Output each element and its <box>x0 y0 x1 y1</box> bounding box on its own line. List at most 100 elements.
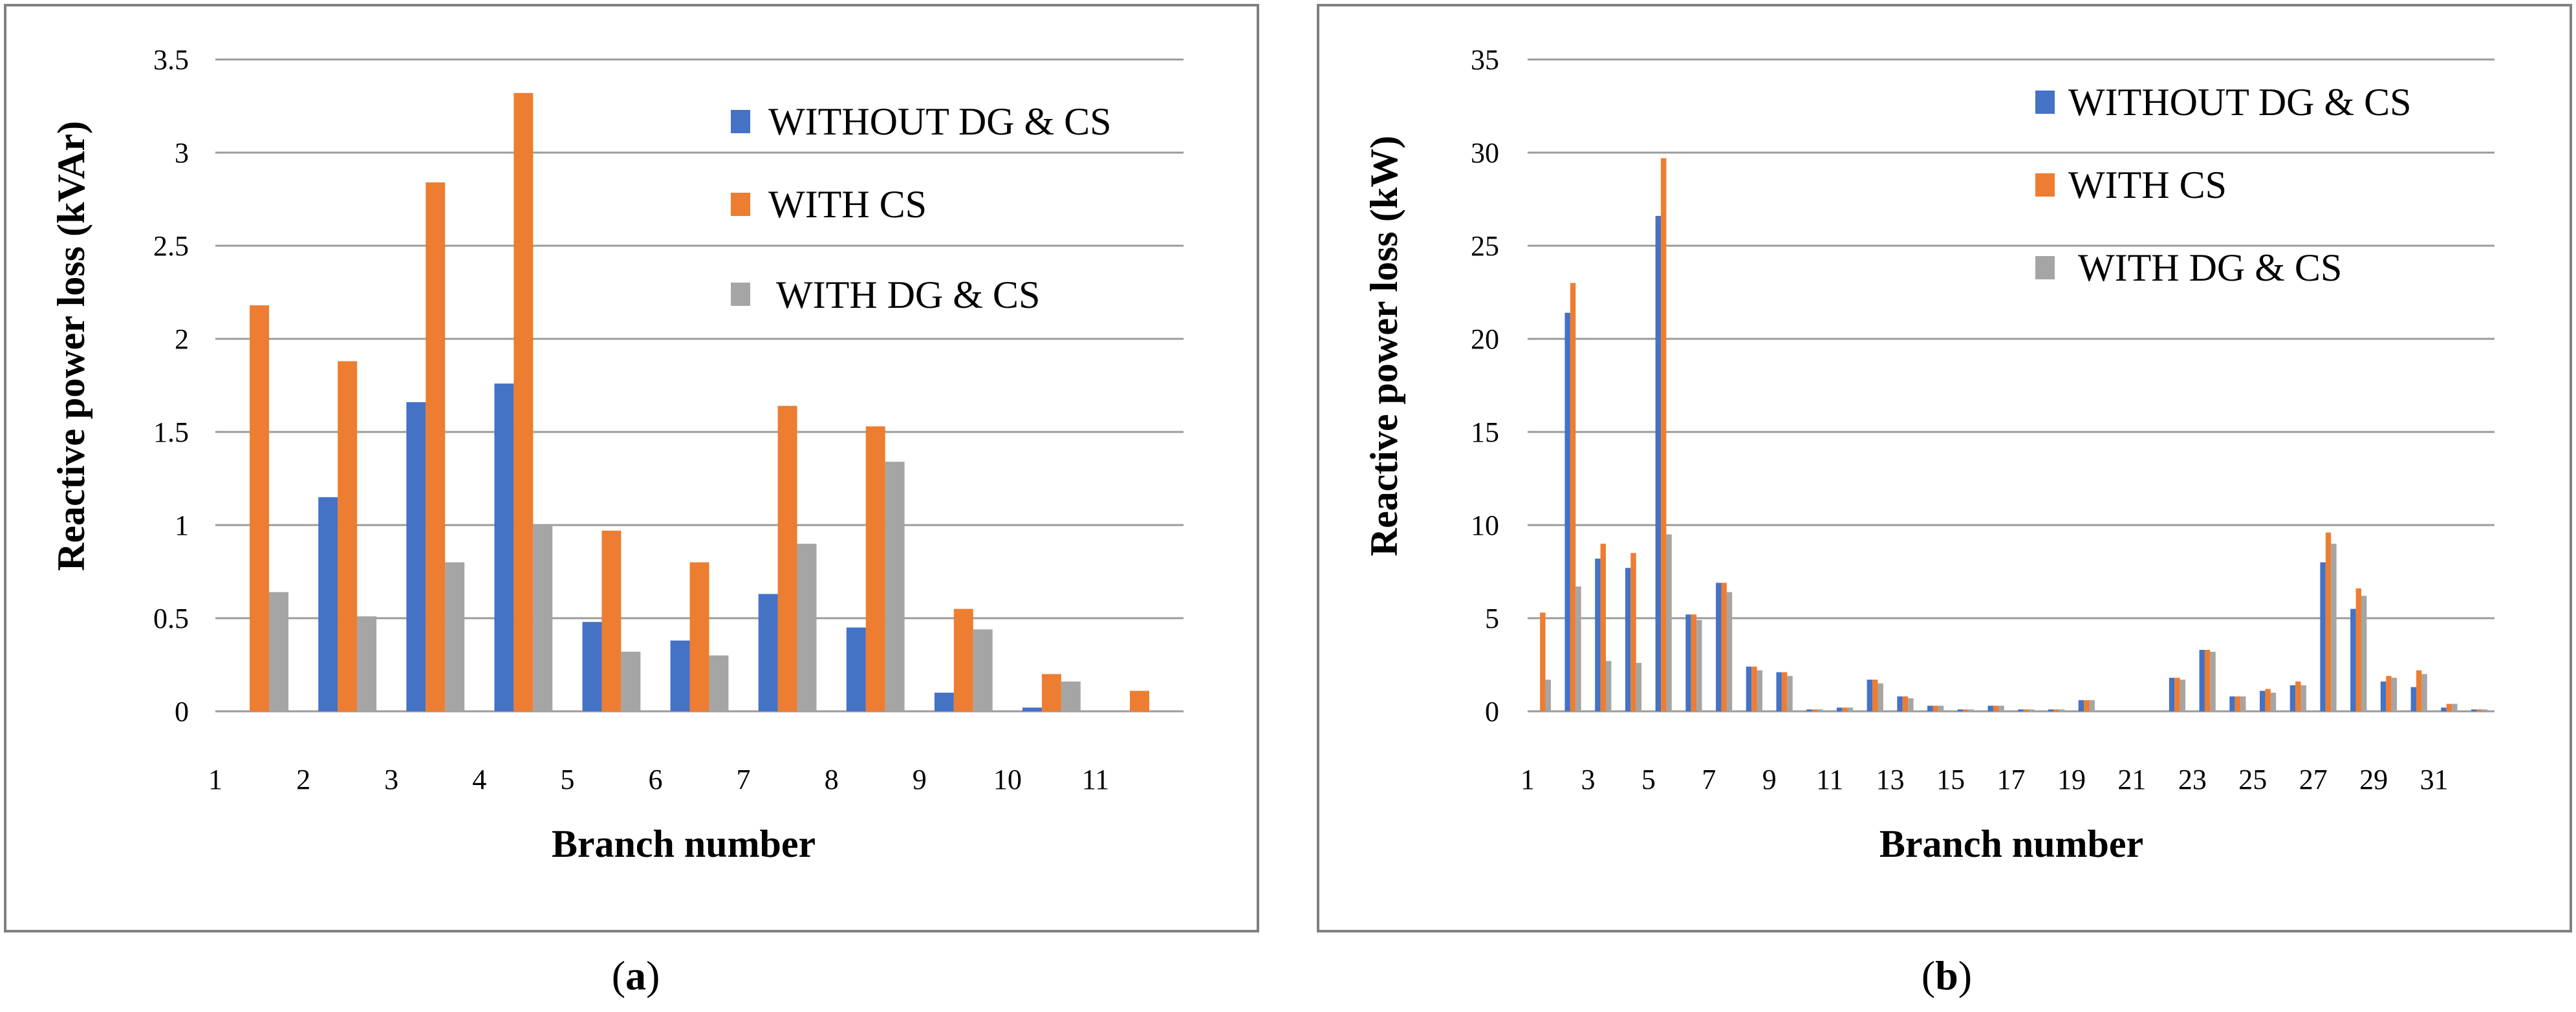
y-tick-label: 0.5 <box>153 603 189 634</box>
bar-3 <box>2300 685 2306 711</box>
bar-3 <box>1545 680 1551 711</box>
bar-3 <box>2180 680 2186 711</box>
bar-3 <box>1636 663 1642 711</box>
bar-3 <box>2059 709 2065 711</box>
bar-3 <box>2210 651 2216 711</box>
y-tick-label: 10 <box>1471 510 1499 541</box>
bar-3 <box>1878 683 1883 711</box>
x-tick-label: 19 <box>2057 764 2086 795</box>
bar-3 <box>1847 707 1854 711</box>
bar-1 <box>1776 672 1782 711</box>
bar-3 <box>973 629 993 711</box>
bar-2 <box>1041 674 1061 711</box>
y-tick-label: 2.5 <box>153 230 189 262</box>
bar-1 <box>1022 707 1042 711</box>
bar-3 <box>1726 592 1733 711</box>
bar-1 <box>494 383 514 711</box>
bar-2 <box>1661 158 1667 711</box>
x-tick-label: 2 <box>296 764 310 795</box>
bar-1 <box>2229 696 2235 711</box>
bar-1 <box>1806 709 1812 711</box>
legend-b-label-1: WITHOUT DG & CS <box>2068 81 2412 124</box>
bar-2 <box>1902 696 1909 711</box>
bar-3 <box>1968 709 1975 711</box>
bar-1 <box>2199 649 2205 711</box>
y-tick-label: 15 <box>1471 416 1499 448</box>
bar-1 <box>670 640 690 711</box>
bar-2 <box>865 426 885 711</box>
panel-b-caption: (b) <box>1921 953 1972 998</box>
bar-2 <box>1129 691 1149 711</box>
bar-2 <box>1872 680 1878 711</box>
bar-2 <box>338 361 358 711</box>
x-tick-label: 29 <box>2359 764 2388 795</box>
bar-2 <box>2235 696 2241 711</box>
bar-3 <box>2331 543 2337 711</box>
bar-2 <box>2204 649 2211 711</box>
bar-2 <box>2446 704 2452 711</box>
bar-3 <box>533 525 553 711</box>
x-tick-label: 11 <box>1816 764 1843 795</box>
bar-3 <box>445 562 465 711</box>
bar-3 <box>269 592 288 711</box>
x-tick-label: 5 <box>560 764 574 795</box>
x-tick-label: 13 <box>1876 764 1905 795</box>
bar-1 <box>1746 666 1752 711</box>
bar-2 <box>1842 707 1848 711</box>
bar-3 <box>2361 596 2367 711</box>
x-tick-label: 9 <box>913 764 927 795</box>
bar-1 <box>1897 696 1903 711</box>
bar-2 <box>1963 709 1969 711</box>
bar-2 <box>2023 709 2029 711</box>
bar-3 <box>1757 670 1763 711</box>
bar-2 <box>2295 681 2301 711</box>
bar-2 <box>2053 709 2059 711</box>
bar-2 <box>1540 612 1546 711</box>
panel-a-caption: (a) <box>612 953 660 998</box>
x-tick-label: 27 <box>2299 764 2328 795</box>
y-tick-label: 35 <box>1471 44 1499 76</box>
y-tick-label: 25 <box>1471 230 1499 262</box>
bar-3 <box>1575 587 1581 711</box>
panel-a-frame <box>4 4 1259 932</box>
bar-2 <box>601 530 622 711</box>
bar-2 <box>1600 543 1607 711</box>
legend-b-label-3: WITH DG & CS <box>2078 246 2342 289</box>
y-tick-label: 2 <box>175 323 189 355</box>
bar-2 <box>250 305 270 711</box>
y-tick-label: 0 <box>1485 696 1499 727</box>
bar-1 <box>318 497 338 711</box>
bar-1 <box>2410 687 2416 711</box>
y-tick-label: 30 <box>1471 137 1499 169</box>
legend-a-label-1: WITHOUT DG & CS <box>768 100 1112 143</box>
bar-1 <box>1625 568 1631 711</box>
legend-a-label-3: WITH DG & CS <box>776 274 1040 316</box>
bar-1 <box>934 693 954 711</box>
bar-2 <box>1630 553 1636 711</box>
bar-3 <box>1696 619 1702 711</box>
x-tick-label: 7 <box>737 764 751 795</box>
bar-2 <box>2084 700 2090 711</box>
x-tick-label: 17 <box>1997 764 2026 795</box>
bar-1 <box>1987 705 1993 711</box>
legend-a-swatch-3 <box>731 283 750 306</box>
bar-1 <box>1685 614 1691 711</box>
y-tick-label: 1.5 <box>153 416 189 448</box>
x-tick-label: 31 <box>2420 764 2449 795</box>
bar-2 <box>2174 678 2180 711</box>
panel-a-ylabel: Reactive power loss (kVAr) <box>50 121 92 571</box>
y-tick-label: 0 <box>175 696 189 727</box>
bar-2 <box>2386 676 2392 711</box>
bar-3 <box>709 655 729 711</box>
bar-1 <box>2048 709 2054 711</box>
bar-1 <box>2471 709 2477 711</box>
bar-2 <box>777 405 797 711</box>
bar-2 <box>1781 672 1788 711</box>
bar-1 <box>846 627 866 711</box>
legend-a: WITHOUT DG & CS WITH CS WITH DG & CS <box>731 100 1112 316</box>
bar-2 <box>1721 583 1727 711</box>
y-tick-label: 20 <box>1471 323 1499 355</box>
bar-3 <box>2482 709 2488 711</box>
x-tick-label: 6 <box>648 764 662 795</box>
bar-3 <box>1817 709 1823 711</box>
